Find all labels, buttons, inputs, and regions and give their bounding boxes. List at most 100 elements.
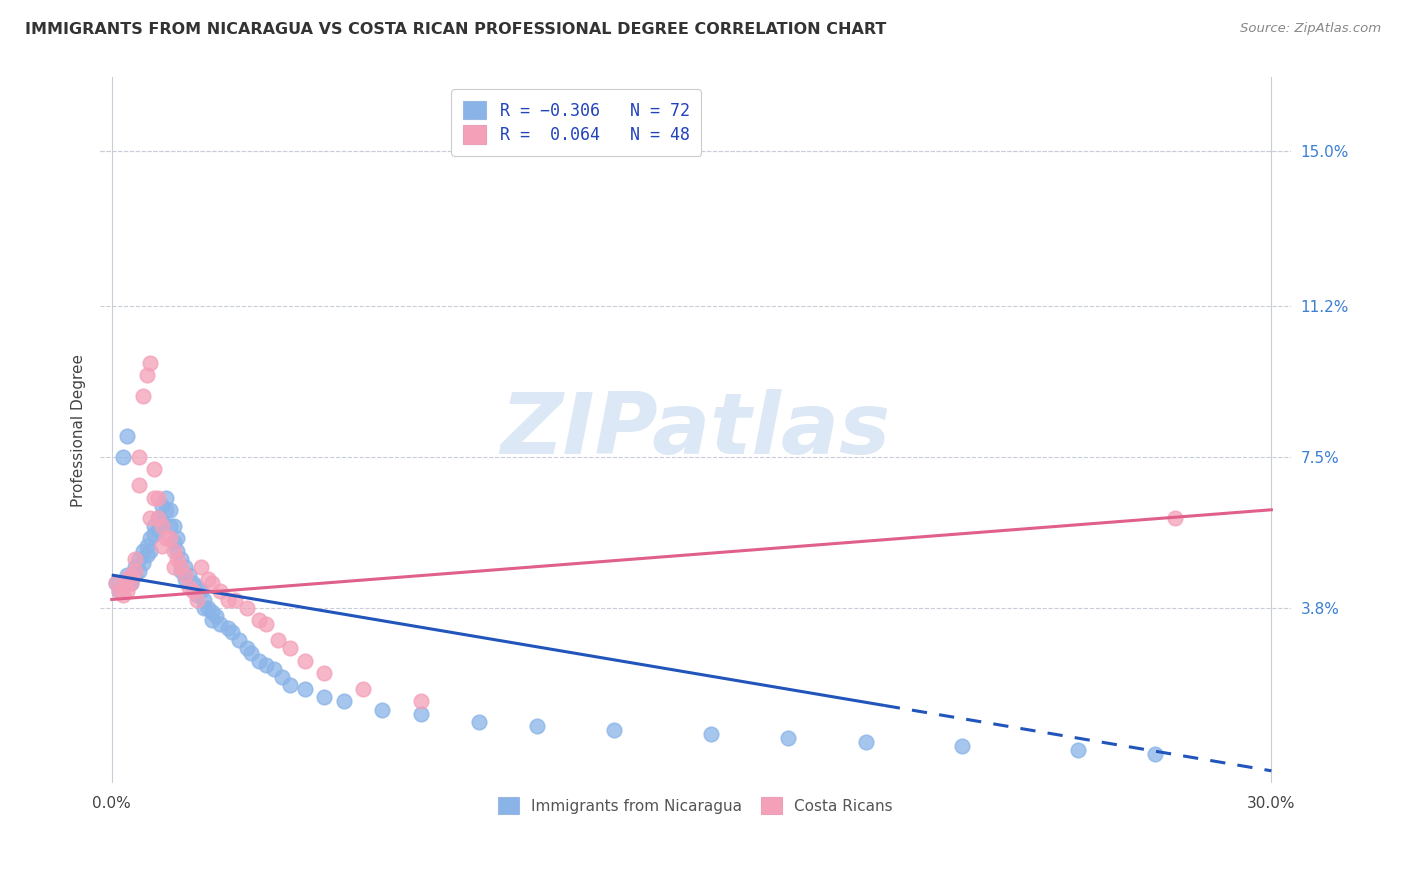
Point bbox=[197, 572, 219, 586]
Point bbox=[124, 568, 146, 582]
Point bbox=[170, 551, 193, 566]
Point bbox=[254, 657, 277, 672]
Point bbox=[146, 523, 169, 537]
Point bbox=[115, 429, 138, 443]
Point bbox=[190, 584, 212, 599]
Point bbox=[159, 532, 181, 546]
Point bbox=[150, 519, 173, 533]
Point bbox=[263, 662, 285, 676]
Point bbox=[314, 665, 336, 680]
Point bbox=[174, 572, 197, 586]
Point bbox=[294, 654, 316, 668]
Point bbox=[162, 560, 184, 574]
Point bbox=[177, 580, 200, 594]
Point bbox=[236, 600, 259, 615]
Point bbox=[112, 589, 135, 603]
Point bbox=[247, 613, 270, 627]
Point bbox=[115, 572, 138, 586]
Point bbox=[143, 491, 166, 505]
Point bbox=[332, 694, 354, 708]
Point bbox=[135, 368, 157, 383]
Point bbox=[239, 646, 262, 660]
Point bbox=[135, 548, 157, 562]
Point bbox=[120, 568, 142, 582]
Point bbox=[139, 543, 162, 558]
Point bbox=[468, 714, 491, 729]
Point bbox=[131, 543, 153, 558]
Point bbox=[181, 576, 204, 591]
Point bbox=[128, 564, 150, 578]
Text: ZIPatlas: ZIPatlas bbox=[501, 389, 890, 472]
Point bbox=[278, 678, 301, 692]
Point bbox=[177, 568, 200, 582]
Point bbox=[224, 592, 246, 607]
Point bbox=[139, 511, 162, 525]
Point bbox=[603, 723, 626, 737]
Point bbox=[112, 450, 135, 464]
Point bbox=[371, 703, 394, 717]
Point bbox=[193, 592, 215, 607]
Point bbox=[115, 568, 138, 582]
Point bbox=[201, 605, 224, 619]
Point bbox=[124, 560, 146, 574]
Point bbox=[108, 584, 131, 599]
Point bbox=[208, 617, 231, 632]
Point bbox=[314, 690, 336, 705]
Point bbox=[115, 584, 138, 599]
Point bbox=[1144, 747, 1167, 762]
Text: Source: ZipAtlas.com: Source: ZipAtlas.com bbox=[1240, 22, 1381, 36]
Point bbox=[143, 527, 166, 541]
Point bbox=[352, 682, 374, 697]
Point bbox=[186, 580, 208, 594]
Point bbox=[1067, 743, 1090, 757]
Point bbox=[146, 491, 169, 505]
Point bbox=[120, 572, 142, 586]
Point bbox=[247, 654, 270, 668]
Point bbox=[217, 621, 239, 635]
Y-axis label: Professional Degree: Professional Degree bbox=[72, 354, 86, 507]
Point bbox=[186, 592, 208, 607]
Point bbox=[150, 499, 173, 513]
Point bbox=[197, 600, 219, 615]
Point bbox=[143, 519, 166, 533]
Point bbox=[104, 576, 127, 591]
Point bbox=[190, 560, 212, 574]
Point bbox=[150, 515, 173, 529]
Point bbox=[155, 532, 177, 546]
Point bbox=[108, 584, 131, 599]
Point bbox=[254, 617, 277, 632]
Point bbox=[135, 540, 157, 554]
Point bbox=[186, 589, 208, 603]
Point bbox=[170, 560, 193, 574]
Point bbox=[159, 519, 181, 533]
Point bbox=[155, 491, 177, 505]
Point bbox=[143, 462, 166, 476]
Point bbox=[166, 543, 188, 558]
Point bbox=[221, 625, 243, 640]
Point bbox=[278, 641, 301, 656]
Point bbox=[128, 478, 150, 492]
Point bbox=[409, 706, 432, 721]
Point bbox=[201, 576, 224, 591]
Point bbox=[124, 551, 146, 566]
Point bbox=[217, 592, 239, 607]
Point bbox=[155, 502, 177, 516]
Point bbox=[162, 535, 184, 549]
Point bbox=[267, 633, 290, 648]
Point bbox=[526, 719, 548, 733]
Point bbox=[294, 682, 316, 697]
Point bbox=[139, 356, 162, 370]
Point bbox=[139, 532, 162, 546]
Point bbox=[162, 543, 184, 558]
Point bbox=[112, 580, 135, 594]
Point bbox=[166, 532, 188, 546]
Point bbox=[193, 600, 215, 615]
Point bbox=[120, 576, 142, 591]
Point bbox=[205, 608, 228, 623]
Point bbox=[409, 694, 432, 708]
Text: IMMIGRANTS FROM NICARAGUA VS COSTA RICAN PROFESSIONAL DEGREE CORRELATION CHART: IMMIGRANTS FROM NICARAGUA VS COSTA RICAN… bbox=[25, 22, 887, 37]
Point bbox=[131, 388, 153, 402]
Point bbox=[270, 670, 292, 684]
Legend: Immigrants from Nicaragua, Costa Ricans: Immigrants from Nicaragua, Costa Ricans bbox=[486, 787, 904, 825]
Point bbox=[162, 519, 184, 533]
